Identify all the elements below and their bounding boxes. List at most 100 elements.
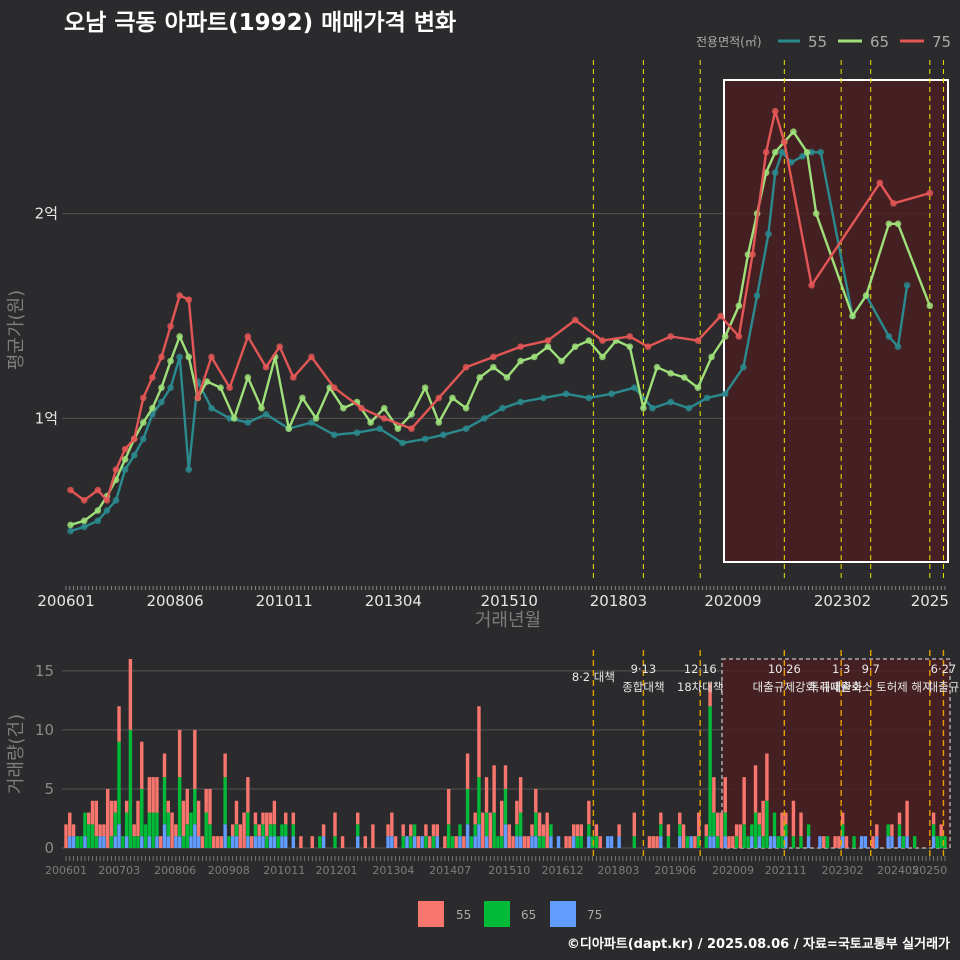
bottom-x-tick-label: 201906: [654, 864, 696, 877]
volume-bar-55: [530, 824, 534, 837]
volume-bar-65: [534, 812, 538, 837]
volume-bar-55: [799, 812, 803, 837]
volume-bar-55: [681, 824, 686, 848]
volume-bar-65: [193, 788, 197, 825]
volume-bar-55: [246, 777, 250, 813]
point-65: [885, 220, 893, 228]
volume-bar-75: [750, 836, 754, 848]
point-65: [653, 363, 661, 371]
volume-bar-55: [875, 824, 879, 837]
point-65: [299, 394, 306, 402]
point-55: [585, 394, 593, 402]
volume-bar-65: [886, 824, 890, 837]
volume-bar-55: [579, 824, 583, 837]
volume-bar-55: [208, 788, 212, 825]
point-55: [480, 415, 488, 422]
volume-bar-55: [651, 836, 655, 848]
volume-bar-75: [556, 836, 561, 848]
volume-bar-75: [113, 836, 117, 848]
volume-bar-55: [166, 800, 170, 813]
top-highlight-region: [723, 79, 949, 563]
point-55: [440, 431, 447, 439]
point-65: [94, 507, 102, 514]
point-55: [771, 169, 779, 176]
volume-bar-55: [545, 812, 549, 848]
volume-bar-55: [488, 812, 493, 848]
point-55: [649, 404, 656, 412]
volume-bar-55: [147, 777, 152, 813]
volume-bar-55: [356, 812, 360, 825]
point-65: [176, 333, 183, 340]
volume-bar-65: [503, 788, 508, 825]
volume-bar-65: [409, 836, 413, 848]
x-tick-label: 202302: [814, 592, 871, 610]
volume-bar-75: [435, 836, 439, 848]
bottom-x-tick-label: 201407: [429, 864, 471, 877]
volume-bar-55: [477, 706, 481, 778]
volume-bar-55: [272, 800, 277, 825]
point-75: [667, 333, 674, 340]
point-55: [167, 384, 174, 391]
volume-bar-55: [704, 824, 708, 837]
volume-bar-55: [833, 836, 837, 848]
volume-bar-75: [689, 836, 693, 848]
volume-bar-55: [124, 800, 129, 813]
volume-bar-55: [113, 800, 117, 813]
volume-bar-55: [185, 788, 189, 825]
volume-bar-55: [94, 800, 99, 837]
volume-bar-75: [230, 836, 235, 848]
volume-bar-75: [875, 836, 879, 848]
point-55: [308, 419, 315, 426]
legend-label-75: 75: [932, 33, 951, 51]
volume-bar-75: [272, 836, 277, 848]
volume-bar-65: [757, 824, 762, 837]
point-55: [894, 343, 902, 351]
volume-bar-75: [261, 836, 265, 848]
volume-bar-65: [79, 836, 83, 848]
volume-bar-75: [549, 836, 553, 848]
point-75: [490, 353, 497, 361]
bottom-x-tick-label: 201510: [488, 864, 530, 877]
volume-bar-75: [177, 836, 182, 848]
volume-bar-75: [390, 836, 394, 848]
volume-bar-75: [931, 836, 936, 848]
bottom-x-tick-label: 200806: [154, 864, 196, 877]
volume-bar-75: [465, 824, 470, 848]
bottom-x-axis: 200601 200703 200806 200908 201011 201201 2013…: [45, 856, 947, 877]
volume-bar-65: [590, 836, 595, 848]
volume-bar-55: [507, 824, 511, 848]
volume-bar-65: [147, 812, 152, 837]
volume-bar-65: [446, 824, 451, 848]
legend-box-label-65: 65: [521, 908, 536, 922]
volume-bar-65: [587, 824, 591, 837]
annotation-date: 9·7: [862, 662, 880, 676]
volume-bar-55: [261, 812, 265, 825]
volume-bar-55: [174, 824, 178, 837]
highlight-box: [723, 79, 949, 563]
volume-bar-55: [462, 836, 466, 848]
point-65: [771, 148, 779, 156]
x-tick-label: 202009: [704, 592, 761, 610]
volume-bar-75: [530, 836, 534, 848]
point-75: [194, 394, 202, 402]
annotation-policy: 특례대출축소 토허제 해지: [809, 680, 933, 694]
point-75: [435, 394, 443, 402]
point-75: [876, 179, 884, 187]
volume-bar-65: [473, 824, 477, 837]
bottom-legend: 55 65 75: [418, 901, 602, 927]
volume-bar-55: [587, 800, 591, 825]
policy-annotations: 8·2 대책 9·13 종합대책 12·16 18차대책 10·26 대출규제강화 1·3 규제…: [572, 662, 960, 694]
volume-bar-55: [219, 836, 224, 848]
volume-bar-65: [280, 824, 284, 837]
point-65: [449, 394, 456, 402]
volume-bar-65: [450, 836, 455, 848]
annotation-policy: 종합대책: [622, 680, 664, 694]
volume-bar-65: [776, 836, 780, 848]
volume-bar-75: [659, 836, 663, 848]
volume-bar-75: [102, 836, 106, 848]
bottom-x-tick-label: 201011: [263, 864, 305, 877]
volume-bar-65: [253, 824, 258, 837]
bottom-policy-lines: [592, 650, 945, 856]
point-55: [112, 497, 120, 504]
volume-bar-55: [537, 812, 542, 837]
